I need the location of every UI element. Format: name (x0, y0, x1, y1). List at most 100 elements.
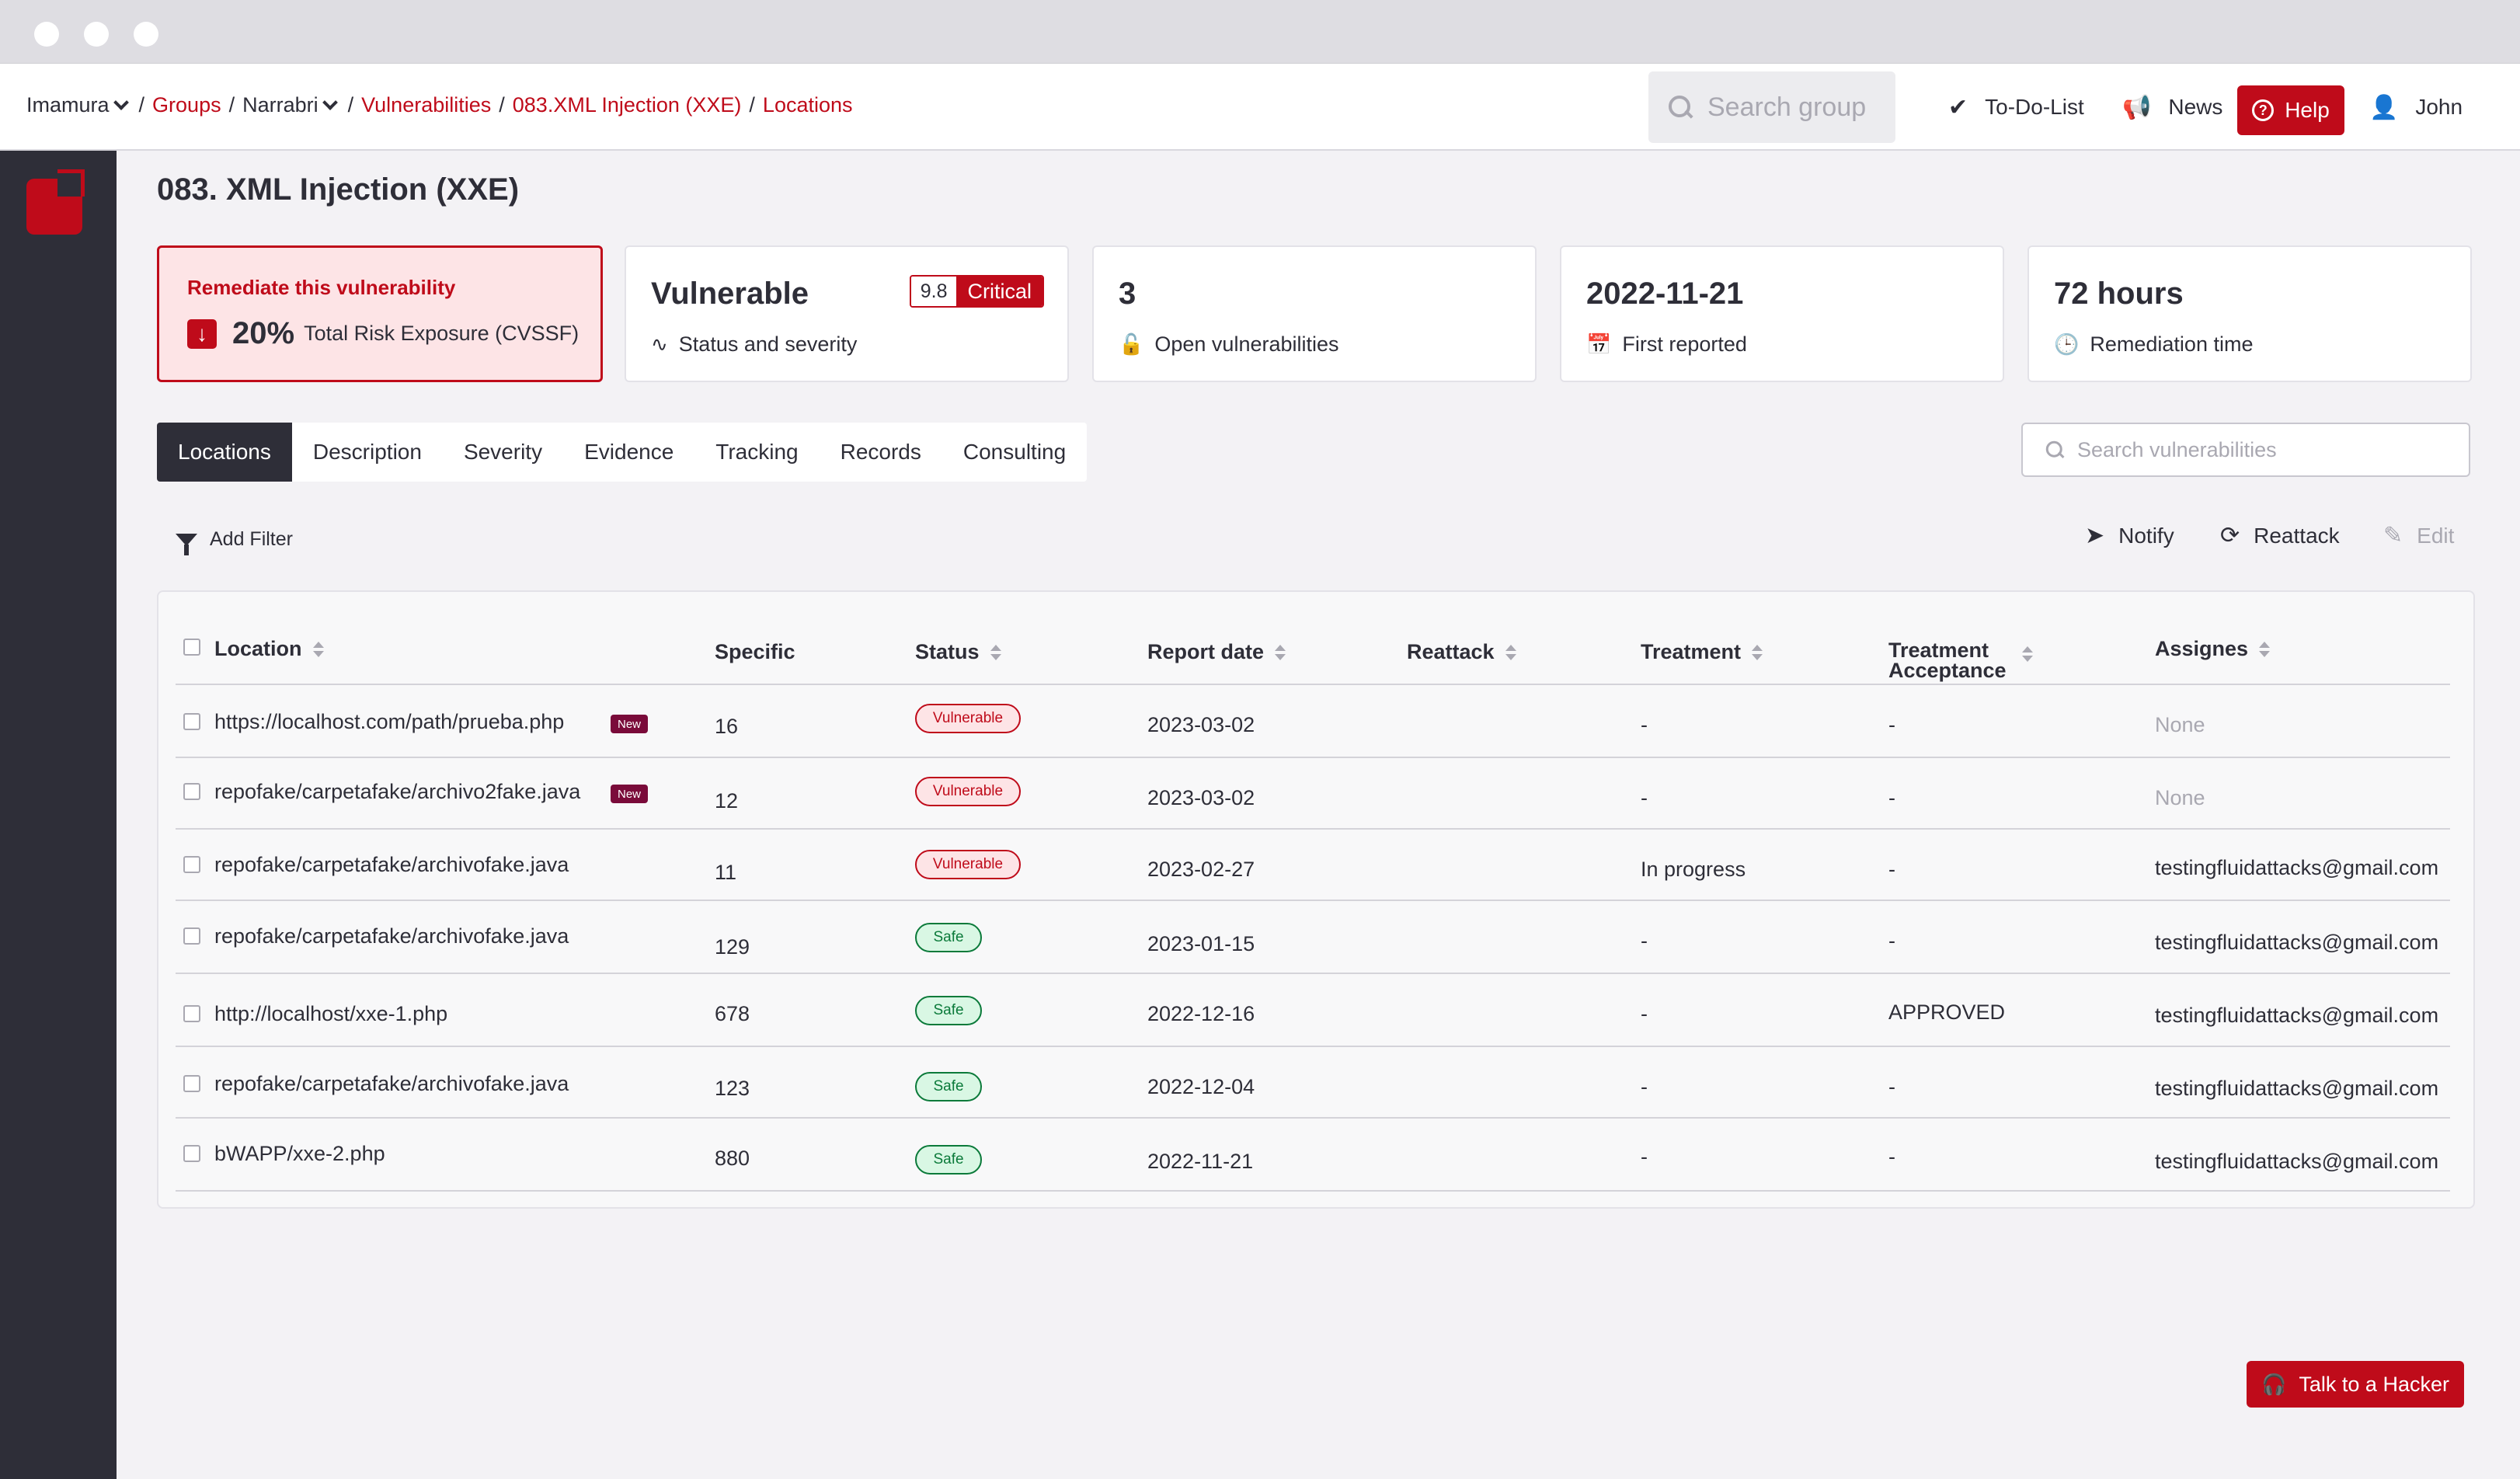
row-treatment: In progress (1641, 858, 1746, 881)
sidebar (0, 151, 117, 1479)
row-acceptance: - (1888, 1145, 1895, 1168)
news-button[interactable]: 📢 News (2122, 64, 2222, 151)
breadcrumb-vulnerabilities[interactable]: Vulnerabilities (361, 93, 492, 117)
breadcrumb-current[interactable]: Locations (762, 93, 853, 117)
sort-icon[interactable] (990, 643, 1001, 662)
todo-list-label: To-Do-List (1985, 95, 2084, 119)
tab-consulting[interactable]: Consulting (962, 440, 1067, 464)
sort-icon[interactable] (1505, 643, 1516, 662)
row-location[interactable]: repofake/carpetafake/archivo2fake.java (214, 780, 581, 803)
row-checkbox[interactable] (183, 713, 200, 730)
sort-icon[interactable] (312, 640, 324, 659)
breadcrumb: Imamura / Groups / Narrabri / Vulnerabil… (26, 93, 853, 117)
pencil-icon: ✎ (2383, 523, 2403, 548)
pulse-icon: ∿ (651, 332, 668, 356)
row-checkbox[interactable] (183, 856, 200, 873)
first-reported-value: 2022-11-21 (1586, 277, 1744, 311)
row-checkbox[interactable] (183, 783, 200, 800)
chevron-down-icon[interactable] (113, 94, 129, 110)
clock-icon: 🕒 (2054, 332, 2080, 356)
new-badge: New (611, 715, 648, 733)
window-maximize-button[interactable] (134, 22, 158, 47)
breadcrumb-org[interactable]: Imamura (26, 93, 110, 117)
row-specific: 129 (715, 935, 750, 959)
column-header-report-date[interactable]: Report date (1147, 640, 1286, 664)
help-button[interactable]: ? Help (2237, 85, 2344, 135)
column-header-treatment-acceptance[interactable]: Treatment Acceptance (1888, 640, 2033, 681)
breadcrumb-group[interactable]: Narrabri (242, 93, 318, 117)
row-checkbox[interactable] (183, 1145, 200, 1162)
column-header-status[interactable]: Status (915, 640, 1001, 664)
row-acceptance: - (1888, 929, 1895, 952)
row-specific: 16 (715, 715, 739, 738)
search-icon (1669, 96, 1692, 119)
open-vulnerabilities-value: 3 (1119, 277, 1136, 311)
user-menu-button[interactable]: 👤 John (2369, 64, 2463, 151)
column-header-reattack[interactable]: Reattack (1407, 640, 1516, 664)
breadcrumb-finding[interactable]: 083.XML Injection (XXE) (512, 93, 742, 117)
row-checkbox[interactable] (183, 1005, 200, 1022)
row-acceptance: APPROVED (1888, 1000, 2006, 1024)
row-acceptance: - (1888, 1075, 1895, 1098)
severity-level: Critical (956, 277, 1042, 306)
remediate-card[interactable]: Remediate this vulnerability ↓ 20% Total… (157, 245, 603, 382)
sort-icon[interactable] (2022, 645, 2033, 663)
tab-tracking[interactable]: Tracking (715, 440, 799, 464)
todo-list-button[interactable]: ✔ To-Do-List (1948, 64, 2084, 151)
edit-button[interactable]: ✎ Edit (2383, 522, 2454, 549)
row-specific: 880 (715, 1147, 750, 1170)
search-group-input[interactable]: Search group (1648, 71, 1895, 143)
row-location[interactable]: repofake/carpetafake/archivofake.java (214, 853, 569, 876)
sort-icon[interactable] (2259, 640, 2271, 659)
talk-to-hacker-button[interactable]: 🎧 Talk to a Hacker (2247, 1361, 2464, 1408)
first-reported-label: First reported (1622, 332, 1747, 356)
header-divider (176, 684, 2450, 685)
row-divider (176, 1117, 2450, 1119)
add-filter-button[interactable]: Add Filter (176, 528, 293, 555)
row-location[interactable]: repofake/carpetafake/archivofake.java (214, 924, 569, 948)
sort-icon[interactable] (1752, 643, 1763, 662)
row-report-date: 2022-12-16 (1147, 1002, 1255, 1025)
risk-exposure-value: 20% (232, 316, 295, 350)
column-header-assignees[interactable]: Assignes (2155, 637, 2271, 661)
tab-locations[interactable]: Locations (157, 423, 292, 482)
row-specific: 11 (715, 861, 737, 884)
paper-plane-icon: ➤ (2085, 523, 2105, 548)
question-icon: ? (2252, 99, 2275, 121)
row-location[interactable]: repofake/carpetafake/archivofake.java (214, 1072, 569, 1095)
app-logo-icon[interactable] (26, 169, 85, 235)
select-all-checkbox[interactable] (183, 639, 200, 656)
tab-evidence[interactable]: Evidence (584, 440, 674, 464)
window-minimize-button[interactable] (84, 22, 109, 47)
reattack-button[interactable]: ⟳ Reattack (2220, 522, 2340, 549)
tab-records[interactable]: Records (840, 440, 921, 464)
row-divider (176, 828, 2450, 830)
row-checkbox[interactable] (183, 1075, 200, 1092)
column-header-treatment[interactable]: Treatment (1641, 640, 1763, 664)
row-location[interactable]: http://localhost/xxe-1.php (214, 1002, 448, 1025)
search-vulnerabilities-input[interactable]: Search vulnerabilities (2021, 423, 2470, 477)
column-header-location[interactable]: Location (214, 637, 324, 661)
chevron-down-icon[interactable] (322, 94, 338, 110)
row-acceptance: - (1888, 786, 1895, 809)
megaphone-icon: 📢 (2122, 94, 2152, 120)
breadcrumb-groups[interactable]: Groups (152, 93, 221, 117)
row-location[interactable]: https://localhost.com/path/prueba.php (214, 710, 565, 733)
row-report-date: 2022-12-04 (1147, 1075, 1255, 1098)
row-treatment: - (1641, 786, 1648, 809)
arrow-down-icon: ↓ (187, 318, 217, 349)
search-group-placeholder: Search group (1707, 92, 1867, 122)
row-location[interactable]: bWAPP/xxe-2.php (214, 1142, 385, 1165)
status-label: Status and severity (678, 332, 858, 356)
open-vulnerabilities-card: 3 🔓 Open vulnerabilities (1092, 245, 1537, 382)
notify-button[interactable]: ➤ Notify (2085, 522, 2174, 549)
sort-icon[interactable] (1275, 643, 1286, 662)
tab-description[interactable]: Description (312, 440, 422, 464)
row-assignee: testingfluidattacks@gmail.com (2155, 1077, 2439, 1100)
check-icon: ✔ (1948, 94, 1968, 120)
row-checkbox[interactable] (183, 927, 200, 945)
window-close-button[interactable] (34, 22, 59, 47)
remediation-time-card: 72 hours 🕒 Remediation time (2027, 245, 2472, 382)
row-treatment: - (1641, 1075, 1648, 1098)
tab-severity[interactable]: Severity (463, 440, 543, 464)
